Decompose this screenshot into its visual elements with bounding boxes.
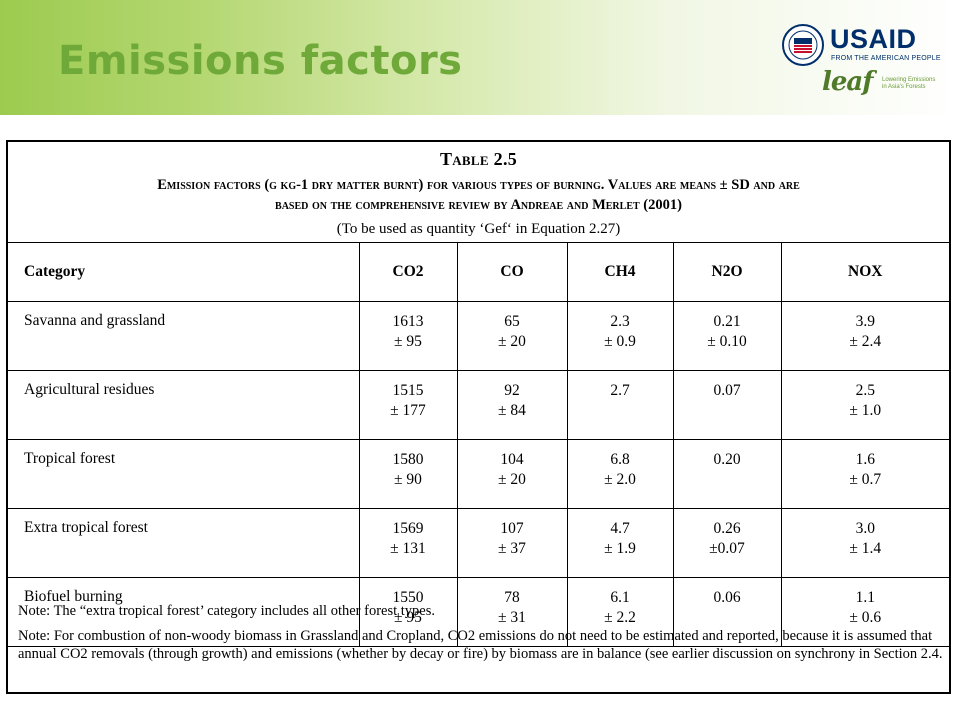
logo-block: USAID FROM THE AMERICAN PEOPLE leaf Lowe…	[778, 22, 954, 98]
caption-line-2: based on the comprehensive review by And…	[275, 197, 682, 213]
row-category: Tropical forest	[8, 439, 360, 509]
table-title: Table 2.5	[439, 149, 518, 169]
caption-note: (To be used as quantity ‘Gef‘ in Equatio…	[336, 221, 621, 237]
cell-nox: 3.9 ± 2.4	[780, 301, 949, 371]
usaid-tagline: FROM THE AMERICAN PEOPLE	[831, 55, 941, 62]
cell-n2o: 0.26 ±0.07	[672, 508, 782, 578]
leaf-wordmark: leaf	[822, 67, 873, 97]
cell-nox: 1.6 ± 0.7	[780, 439, 949, 509]
table-row: Agricultural residues 1515 ± 177 92 ± 84 2…	[8, 370, 949, 440]
header-ch4: CH4	[566, 243, 674, 302]
row-category: Agricultural residues	[8, 370, 360, 440]
header-category: Category	[8, 243, 360, 302]
emission-factors-table: Category CO2 CO CH4 N2O NOX Savanna and …	[8, 243, 949, 647]
cell-co2: 1515 ± 177	[358, 370, 458, 440]
emission-table-figure: Table 2.5 Emission factors (g kg-1 dry m…	[6, 140, 951, 694]
row-category: Savanna and grassland	[8, 301, 360, 371]
cell-co2: 1550 ± 95	[358, 577, 458, 647]
table-note: Note: For combustion of non-woody biomas…	[18, 628, 943, 662]
cell-co: 65 ± 20	[456, 301, 568, 371]
cell-co2: 1569 ± 131	[358, 508, 458, 578]
cell-ch4: 6.8 ± 2.0	[566, 439, 674, 509]
header-co2: CO2	[358, 243, 458, 302]
cell-n2o: 0.06	[672, 577, 782, 647]
cell-n2o: 0.21 ± 0.10	[672, 301, 782, 371]
cell-co2: 1613 ± 95	[358, 301, 458, 371]
cell-nox: 2.5 ± 1.0	[780, 370, 949, 440]
table-row: Tropical forest 1580 ± 90 104 ± 20 6.8 ± 2.…	[8, 439, 949, 509]
row-category: Biofuel burning	[8, 577, 360, 647]
cell-n2o: 0.07	[672, 370, 782, 440]
cell-n2o: 0.20	[672, 439, 782, 509]
cell-co2: 1580 ± 90	[358, 439, 458, 509]
table-row: Biofuel burning 1550 ± 95 78 ± 31 6.1 ± 2.2…	[8, 577, 949, 647]
cell-co: 92 ± 84	[456, 370, 568, 440]
table-header-row: Category CO2 CO CH4 N2O NOX	[8, 243, 949, 302]
header-nox: NOX	[780, 243, 949, 302]
usaid-wordmark: USAID	[830, 24, 917, 54]
leaf-tagline: Lowering Emissions in Asia's Forests	[882, 77, 936, 90]
usaid-seal-icon	[782, 24, 824, 66]
header-n2o: N2O	[672, 243, 782, 302]
cell-nox: 3.0 ± 1.4	[780, 508, 949, 578]
table-caption: Table 2.5 Emission factors (g kg-1 dry m…	[8, 142, 949, 243]
cell-nox: 1.1 ± 0.6	[780, 577, 949, 647]
row-category: Extra tropical forest	[8, 508, 360, 578]
cell-ch4: 4.7 ± 1.9	[566, 508, 674, 578]
table-row: Extra tropical forest 1569 ± 131 107 ± 37 …	[8, 508, 949, 578]
table-note: Note: The “extra tropical forest’ catego…	[18, 603, 435, 619]
cell-co: 107 ± 37	[456, 508, 568, 578]
cell-ch4: 2.3 ± 0.9	[566, 301, 674, 371]
caption-line-1: Emission factors (g kg-1 dry matter burn…	[157, 177, 800, 193]
cell-ch4: 2.7	[566, 370, 674, 440]
slide-title: Emissions factors	[58, 38, 463, 84]
cell-co: 104 ± 20	[456, 439, 568, 509]
table-notes: Note: The “extra tropical forest’ catego…	[18, 602, 943, 663]
table-row: Savanna and grassland 1613 ± 95 65 ± 20 2.…	[8, 301, 949, 371]
header-co: CO	[456, 243, 568, 302]
